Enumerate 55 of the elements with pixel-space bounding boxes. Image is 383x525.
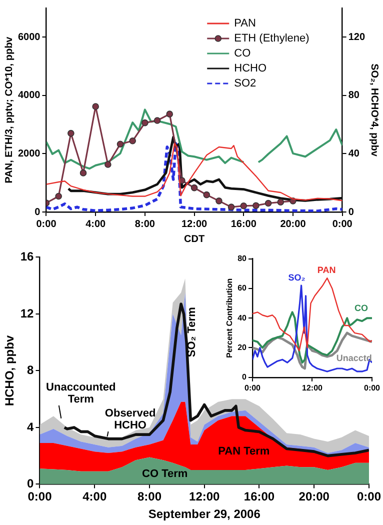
x-axis-title: September 29, 2006 [148, 507, 261, 522]
x-tick-label: 12:00 [189, 490, 220, 504]
y-axis-title: HCHO, ppbv [2, 335, 17, 406]
series-label: PAN Term [218, 445, 270, 458]
y-tick-label: 6000 [18, 32, 41, 43]
series-label: CO Term [142, 468, 188, 480]
series-label: PAN [317, 265, 336, 276]
y-tick-label: 60 [238, 284, 248, 293]
x-tick-label: 0:00 [356, 490, 382, 504]
x-tick-label: 4:00 [82, 490, 107, 504]
series-label: SO₂ [288, 272, 306, 282]
text: SO₂ Term [186, 306, 198, 358]
x-tick-label: 4:00 [86, 218, 106, 230]
x-tick-label: 8:00 [134, 218, 156, 230]
x-tick-label: 0:00 [364, 383, 381, 392]
x-tick-label: 8:00 [137, 490, 162, 504]
legend-label: HCHO [234, 62, 267, 75]
x-tick-label: 0:00 [332, 218, 353, 230]
y2-tick-label: 40 [348, 148, 360, 160]
y-axis-title: Percent Contribution [225, 278, 234, 358]
x-tick-label: 20:00 [280, 218, 306, 230]
y-tick-label: 20 [238, 342, 248, 352]
x-tick-label: 20:00 [298, 490, 330, 504]
series-label: Unaccounted Term [46, 381, 116, 406]
legend-label: PAN [234, 18, 256, 30]
y-tick-label: 0 [27, 476, 34, 491]
y-tick-label: 0 [242, 372, 248, 382]
x-tick-label: 12:00 [302, 383, 324, 392]
x-axis-title: CDT [184, 234, 205, 245]
y2-tick-label: 120 [348, 32, 366, 43]
series-label: CO [354, 303, 368, 314]
y-tick-label: 16 [20, 250, 34, 264]
x-tick-label: 0:00 [244, 383, 262, 392]
y-tick-label: 2000 [18, 148, 41, 160]
y-tick-label: 4000 [18, 90, 41, 102]
x-tick-label: 0:00 [28, 490, 52, 504]
y-tick-label: 8 [27, 363, 34, 378]
y-tick-label: 0 [34, 206, 41, 218]
y2-axis-title: SO₂, HCHO*4, ppbv [368, 64, 380, 157]
y-tick-label: 4 [27, 420, 34, 434]
y2-tick-label: 0 [348, 206, 354, 218]
y-axis-title: PAN, ETH/3, pptv; CO*10, ppbv [4, 36, 15, 184]
y-tick-label: 80 [238, 254, 248, 264]
series-label: Observed HCHO [104, 408, 156, 432]
y-tick-label: 40 [238, 313, 248, 322]
legend-label: CO [234, 48, 252, 60]
y-tick-label: 12 [20, 306, 34, 320]
x-tick-label: 12:00 [181, 218, 208, 230]
legend-label: SO2 [234, 78, 256, 90]
legend-label: ETH (Ethylene) [234, 32, 310, 45]
series-label: Unacctd [336, 352, 372, 363]
y2-tick-label: 80 [348, 90, 360, 102]
x-tick-label: 0:00 [36, 218, 57, 230]
x-tick-label: 16:00 [230, 218, 257, 230]
x-tick-label: 16:00 [244, 490, 275, 504]
